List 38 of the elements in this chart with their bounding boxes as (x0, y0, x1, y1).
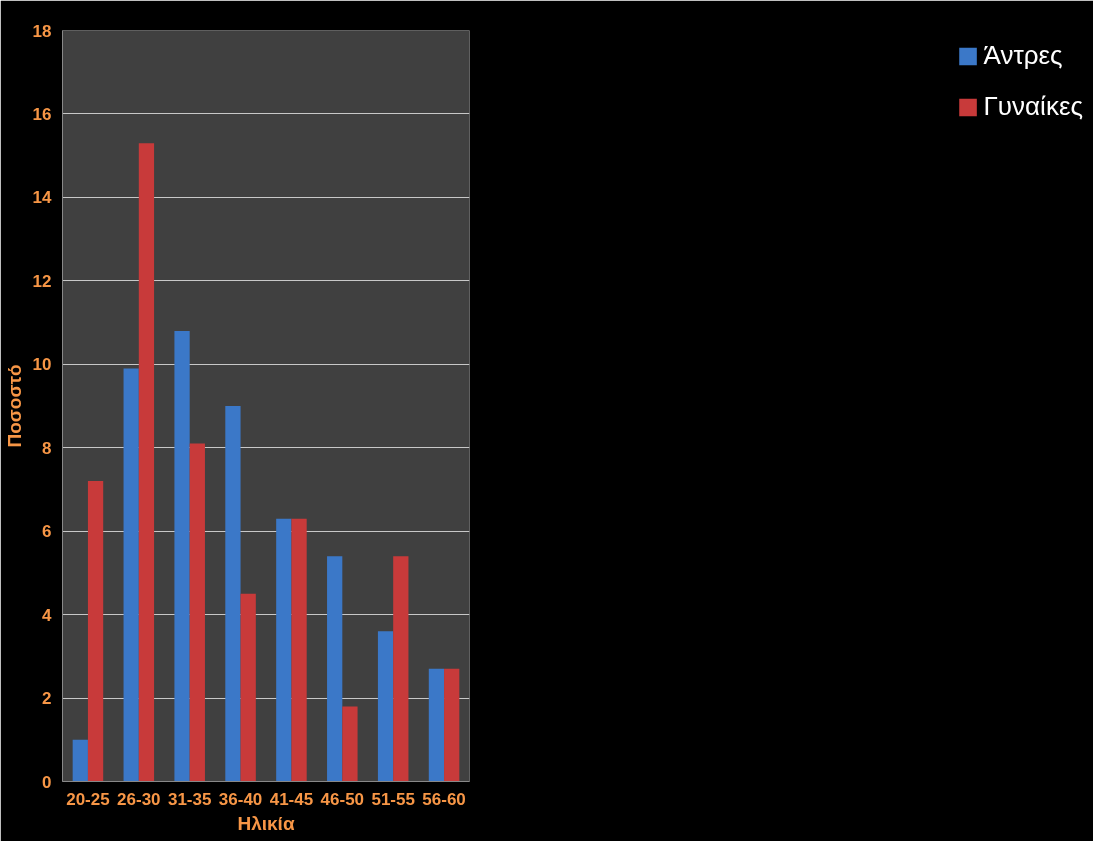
bar (342, 706, 358, 782)
y-tick-label: 10 (32, 355, 52, 375)
bar (276, 518, 292, 782)
bar (87, 481, 104, 782)
y-tick-label: 16 (32, 104, 52, 124)
y-axis-title: Ποσοστό (3, 364, 25, 448)
y-tick-label: 6 (42, 522, 52, 542)
bar (240, 593, 256, 782)
legend-label: Άντρες (983, 40, 1063, 71)
y-tick-label: 12 (32, 271, 52, 291)
x-axis-title: Ηλικία (237, 812, 295, 834)
y-tick-label: 2 (42, 689, 52, 709)
y-tick-label: 0 (42, 772, 52, 792)
bar (291, 518, 307, 782)
x-tick-label: 26-30 (117, 789, 161, 809)
bar (428, 668, 445, 782)
bar (189, 443, 205, 782)
x-tick-label: 20-25 (66, 789, 110, 809)
y-tick-label: 4 (42, 605, 53, 625)
y-tick-label: 8 (42, 438, 52, 458)
bar (393, 556, 409, 782)
y-tick-label: 18 (32, 21, 52, 41)
x-tick-label: 31-35 (167, 789, 212, 809)
bar (327, 556, 343, 782)
x-tick-label: 51-55 (371, 789, 415, 809)
bar (377, 631, 394, 782)
x-tick-label: 41-45 (269, 789, 314, 809)
bar (444, 668, 460, 782)
bar (174, 330, 190, 782)
x-tick-label: 36-40 (218, 789, 263, 809)
bar (225, 406, 241, 782)
legend-label: Γυναίκες (983, 91, 1083, 122)
y-tick-label: 14 (32, 188, 53, 208)
bar (123, 368, 139, 782)
x-tick-label: 46-50 (320, 789, 365, 809)
bar (72, 739, 88, 782)
x-tick-label: 56-60 (422, 789, 466, 809)
bar (138, 143, 155, 782)
